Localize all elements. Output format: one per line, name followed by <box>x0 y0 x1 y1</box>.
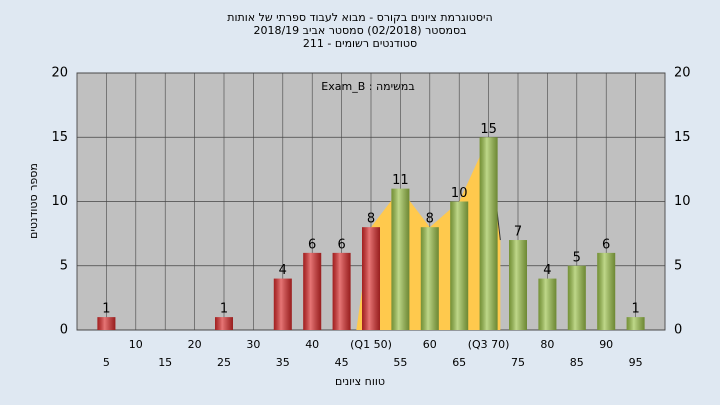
x-tick-label: 45 <box>335 356 349 369</box>
x-tick-label: 25 <box>217 356 231 369</box>
y2-tick-label: 0 <box>674 323 682 338</box>
bar-label: 6 <box>337 237 345 252</box>
x-axis-label: טווח ציונים <box>335 375 385 388</box>
y2-tick-label: 15 <box>674 130 691 145</box>
x-tick-label: 35 <box>276 356 290 369</box>
annotation: במשימה : Exam_B <box>321 80 414 93</box>
bar-label: 6 <box>308 237 316 252</box>
bar-shade <box>509 240 527 330</box>
x-tick-label: 40 <box>305 338 319 351</box>
x-tick-label: 10 <box>129 338 143 351</box>
x-tick-label: 5 <box>103 356 110 369</box>
y2-tick-label: 20 <box>674 66 691 81</box>
x-tick-label: 75 <box>511 356 525 369</box>
bar-shade <box>273 278 292 330</box>
x-tick-label: (Q3 70) <box>468 338 510 351</box>
bar-label: 10 <box>451 186 468 201</box>
y-tick-label: 10 <box>51 194 68 209</box>
x-tick-label: (Q1 50) <box>350 338 392 351</box>
bar-shade <box>362 227 380 330</box>
bar-shade <box>597 252 616 330</box>
bar-shade <box>391 188 410 330</box>
bar-shade <box>332 252 351 330</box>
x-tick-label: 60 <box>423 338 437 351</box>
y-tick-label: 0 <box>60 323 68 338</box>
bar-label: 4 <box>543 263 551 278</box>
title-line: בסמסטר (02/2018) סמסטר אביב 2018/19 <box>253 24 466 37</box>
y-tick-label: 5 <box>60 258 68 273</box>
bar-shade <box>97 317 116 330</box>
x-tick-label: 90 <box>599 338 613 351</box>
title-line: היסטוגרמת ציונים בקורס - מבוא לעבוד ספרת… <box>227 11 492 24</box>
y2-tick-label: 10 <box>674 194 691 209</box>
bar-label: 8 <box>367 212 375 227</box>
bar-shade <box>303 252 322 330</box>
bar-shade <box>450 201 469 330</box>
y-tick-label: 15 <box>51 130 68 145</box>
x-tick-label: 15 <box>158 356 172 369</box>
x-tick-label: 95 <box>629 356 643 369</box>
bar-label: 4 <box>279 263 287 278</box>
bar-label: 11 <box>392 173 409 188</box>
bar-label: 5 <box>573 250 581 265</box>
bar-shade <box>567 265 586 330</box>
y-tick-label: 20 <box>51 66 68 81</box>
x-tick-label: 30 <box>246 338 260 351</box>
bar-label: 1 <box>631 302 639 317</box>
x-tick-label: 80 <box>540 338 554 351</box>
bar-label: 1 <box>220 302 228 317</box>
y2-tick-label: 5 <box>674 258 682 273</box>
bar-label: 8 <box>426 212 434 227</box>
title-line: סטודנטים רשומים - 211 <box>303 37 417 50</box>
y-axis-label: מספר סטודנטים <box>27 163 40 239</box>
bar-shade <box>215 317 233 330</box>
bar-label: 15 <box>480 122 497 137</box>
x-tick-label: 20 <box>188 338 202 351</box>
bar-label: 1 <box>102 302 110 317</box>
x-tick-label: 55 <box>393 356 407 369</box>
bar-shade <box>538 278 557 330</box>
bar-label: 6 <box>602 237 610 252</box>
x-tick-label: 65 <box>452 356 466 369</box>
bar-label: 7 <box>514 225 522 240</box>
bar-shade <box>420 227 439 330</box>
bar-shade <box>479 137 498 330</box>
bar-shade <box>626 317 645 330</box>
x-tick-label: 85 <box>570 356 584 369</box>
